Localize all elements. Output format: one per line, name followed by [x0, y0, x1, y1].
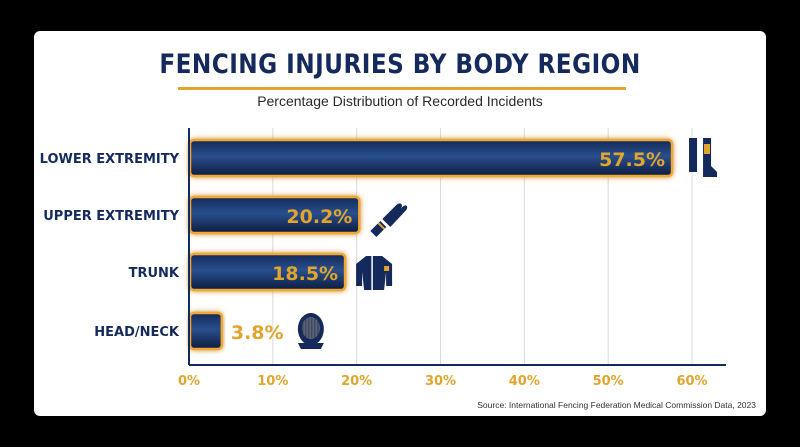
- leg-boot-icon: [689, 138, 718, 177]
- category-label: UPPER EXTREMITY: [43, 209, 179, 224]
- bar-value-label: 18.5%: [272, 263, 338, 285]
- title-underline: [178, 87, 626, 90]
- category-label: HEAD/NECK: [94, 325, 180, 340]
- chart-card: FENCING INJURIES BY BODY REGION Percenta…: [34, 31, 766, 416]
- bar-value-label: 20.2%: [286, 206, 352, 228]
- chart-subtitle: Percentage Distribution of Recorded Inci…: [257, 93, 543, 109]
- x-tick-label: 30%: [425, 374, 456, 389]
- x-tick-label: 40%: [509, 374, 540, 389]
- chart-title: FENCING INJURIES BY BODY REGION: [159, 49, 641, 80]
- bar-value-label: 3.8%: [231, 322, 284, 344]
- glove-icon: [370, 203, 408, 237]
- x-tick-label: 0%: [178, 374, 200, 389]
- bar: [188, 311, 224, 351]
- x-tick-label: 20%: [341, 374, 372, 389]
- x-tick-label: 10%: [257, 374, 288, 389]
- bar-chart: 57.5% 20.2% 18.5% 3.8% 0% 10% 20% 30% 40% 50% 60%…: [40, 128, 726, 389]
- bar-value-label: 57.5%: [599, 149, 665, 171]
- bars: 57.5% 20.2% 18.5% 3.8%: [188, 138, 718, 351]
- axes: 0% 10% 20% 30% 40% 50% 60% LOWER EXTREMITY UPPER…: [40, 128, 726, 389]
- category-label: TRUNK: [129, 266, 180, 281]
- mask-icon: [297, 313, 324, 349]
- jacket-icon: [356, 256, 393, 290]
- x-tick-label: 50%: [593, 374, 624, 389]
- category-label: LOWER EXTREMITY: [40, 152, 180, 167]
- source-note: Source: International Fencing Federation…: [477, 400, 756, 410]
- x-tick-label: 60%: [676, 374, 707, 389]
